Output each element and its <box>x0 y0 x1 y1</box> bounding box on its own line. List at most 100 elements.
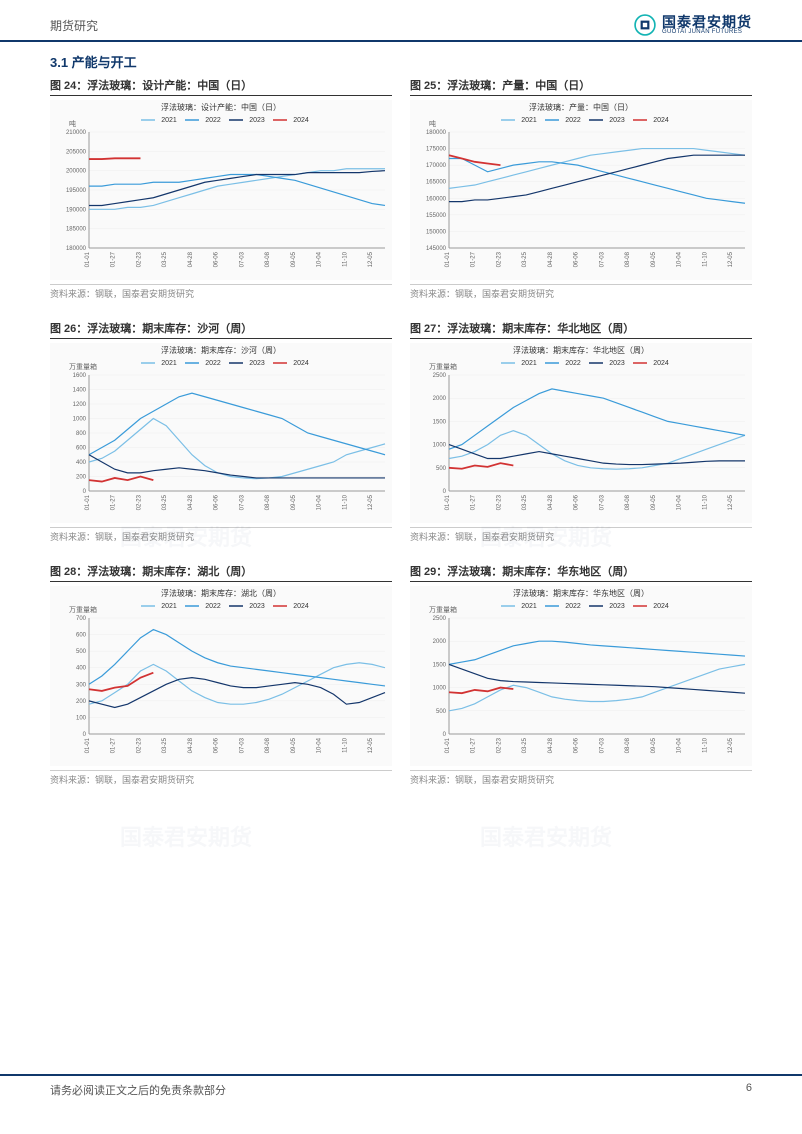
chart-source: 资料来源：钢联，国泰君安期货研究 <box>50 527 392 543</box>
page-footer: 请务必阅读正文之后的免责条款部分 6 <box>0 1074 802 1098</box>
svg-text:195000: 195000 <box>66 188 87 194</box>
svg-text:07-03: 07-03 <box>239 251 245 267</box>
svg-text:万重量箱: 万重量箱 <box>69 362 97 371</box>
svg-text:09-05: 09-05 <box>651 737 657 753</box>
svg-text:210000: 210000 <box>66 130 87 136</box>
chart-source: 资料来源：钢联，国泰君安期货研究 <box>410 770 752 786</box>
svg-text:1500: 1500 <box>433 419 447 425</box>
svg-text:170000: 170000 <box>426 163 447 169</box>
svg-text:12-05: 12-05 <box>368 494 374 510</box>
svg-text:04-28: 04-28 <box>188 251 194 267</box>
svg-text:2021: 2021 <box>161 360 177 367</box>
svg-text:200: 200 <box>76 475 87 481</box>
svg-text:800: 800 <box>76 431 87 437</box>
svg-text:1000: 1000 <box>73 417 87 423</box>
svg-text:2022: 2022 <box>565 117 581 124</box>
svg-text:01-27: 01-27 <box>471 494 477 510</box>
svg-text:10-04: 10-04 <box>317 251 323 267</box>
svg-text:500: 500 <box>436 466 447 472</box>
svg-text:2024: 2024 <box>653 360 669 367</box>
chart-26: 图 26：浮法玻璃：期末库存：沙河（周） 浮法玻璃：期末库存：沙河（周） 万重量箱… <box>50 320 392 543</box>
svg-text:浮法玻璃：产量：中国（日）: 浮法玻璃：产量：中国（日） <box>529 102 633 112</box>
svg-text:11-10: 11-10 <box>342 251 348 267</box>
chart-title: 图 25：浮法玻璃：产量：中国（日） <box>410 77 752 96</box>
svg-text:08-08: 08-08 <box>625 251 631 267</box>
svg-text:180000: 180000 <box>66 246 87 252</box>
svg-text:205000: 205000 <box>66 149 87 155</box>
svg-text:2000: 2000 <box>433 639 447 645</box>
svg-text:09-05: 09-05 <box>291 494 297 510</box>
svg-text:400: 400 <box>76 666 87 672</box>
chart-28: 图 28：浮法玻璃：期末库存：湖北（周） 浮法玻璃：期末库存：湖北（周）万重量箱… <box>50 563 392 786</box>
svg-text:2024: 2024 <box>293 360 309 367</box>
svg-text:1400: 1400 <box>73 388 87 394</box>
svg-text:12-05: 12-05 <box>728 251 734 267</box>
svg-text:06-06: 06-06 <box>214 251 220 267</box>
svg-text:03-25: 03-25 <box>522 251 528 267</box>
svg-text:1500: 1500 <box>433 662 447 668</box>
chart-27: 图 27：浮法玻璃：期末库存：华北地区（周） 浮法玻璃：期末库存：华北地区（周）… <box>410 320 752 543</box>
svg-text:100: 100 <box>76 715 87 721</box>
svg-text:2022: 2022 <box>205 360 221 367</box>
header-category: 期货研究 <box>50 17 98 34</box>
svg-text:1000: 1000 <box>433 443 447 449</box>
svg-text:08-08: 08-08 <box>625 494 631 510</box>
svg-text:02-23: 02-23 <box>496 737 502 753</box>
svg-text:700: 700 <box>76 616 87 622</box>
svg-text:10-04: 10-04 <box>317 737 323 753</box>
chart-source: 资料来源：钢联，国泰君安期货研究 <box>50 284 392 300</box>
page-header: 期货研究 国泰君安期货 GUOTAI JUNAN FUTURES <box>0 0 802 42</box>
svg-text:12-05: 12-05 <box>728 737 734 753</box>
svg-text:2021: 2021 <box>521 117 537 124</box>
svg-text:0: 0 <box>83 489 87 495</box>
svg-text:01-27: 01-27 <box>471 251 477 267</box>
company-name-en: GUOTAI JUNAN FUTURES <box>662 29 752 35</box>
svg-text:01-01: 01-01 <box>85 494 91 510</box>
svg-text:200: 200 <box>76 699 87 705</box>
svg-text:09-05: 09-05 <box>291 251 297 267</box>
svg-text:01-27: 01-27 <box>111 251 117 267</box>
svg-text:190000: 190000 <box>66 207 87 213</box>
svg-text:02-23: 02-23 <box>136 737 142 753</box>
svg-text:12-05: 12-05 <box>728 494 734 510</box>
svg-text:04-28: 04-28 <box>548 251 554 267</box>
chart-source: 资料来源：钢联，国泰君安期货研究 <box>410 527 752 543</box>
svg-text:07-03: 07-03 <box>239 494 245 510</box>
svg-text:180000: 180000 <box>426 130 447 136</box>
svg-text:04-28: 04-28 <box>188 737 194 753</box>
chart-title: 图 26：浮法玻璃：期末库存：沙河（周） <box>50 320 392 339</box>
svg-text:万重量箱: 万重量箱 <box>429 605 457 614</box>
svg-text:200000: 200000 <box>66 169 87 175</box>
svg-text:03-25: 03-25 <box>162 251 168 267</box>
svg-text:2023: 2023 <box>609 117 625 124</box>
svg-text:2024: 2024 <box>293 603 309 610</box>
svg-text:2023: 2023 <box>609 360 625 367</box>
svg-text:吨: 吨 <box>69 119 76 128</box>
svg-text:1600: 1600 <box>73 373 87 379</box>
svg-text:11-10: 11-10 <box>702 494 708 510</box>
svg-text:03-25: 03-25 <box>522 494 528 510</box>
svg-text:09-05: 09-05 <box>291 737 297 753</box>
svg-text:08-08: 08-08 <box>265 251 271 267</box>
svg-text:2024: 2024 <box>293 117 309 124</box>
watermark: 国泰君安期货 <box>480 820 612 852</box>
svg-text:01-01: 01-01 <box>85 251 91 267</box>
chart-24: 图 24：浮法玻璃：设计产能：中国（日） 浮法玻璃：设计产能：中国（日）吨202… <box>50 77 392 300</box>
svg-text:08-08: 08-08 <box>265 494 271 510</box>
svg-text:2023: 2023 <box>609 603 625 610</box>
chart-25: 图 25：浮法玻璃：产量：中国（日） 浮法玻璃：产量：中国（日）吨2021202… <box>410 77 752 300</box>
watermark: 国泰君安期货 <box>120 820 252 852</box>
svg-text:04-28: 04-28 <box>548 737 554 753</box>
company-logo: 国泰君安期货 GUOTAI JUNAN FUTURES <box>634 14 752 36</box>
svg-text:01-01: 01-01 <box>85 737 91 753</box>
svg-text:165000: 165000 <box>426 180 447 186</box>
svg-text:2021: 2021 <box>521 603 537 610</box>
svg-text:03-25: 03-25 <box>162 494 168 510</box>
svg-text:0: 0 <box>443 732 447 738</box>
svg-text:06-06: 06-06 <box>574 251 580 267</box>
svg-text:万重量箱: 万重量箱 <box>69 605 97 614</box>
svg-text:浮法玻璃：期末库存：沙河（周）: 浮法玻璃：期末库存：沙河（周） <box>161 345 281 355</box>
svg-text:2021: 2021 <box>161 117 177 124</box>
svg-text:01-27: 01-27 <box>111 494 117 510</box>
chart-source: 资料来源：钢联，国泰君安期货研究 <box>410 284 752 300</box>
